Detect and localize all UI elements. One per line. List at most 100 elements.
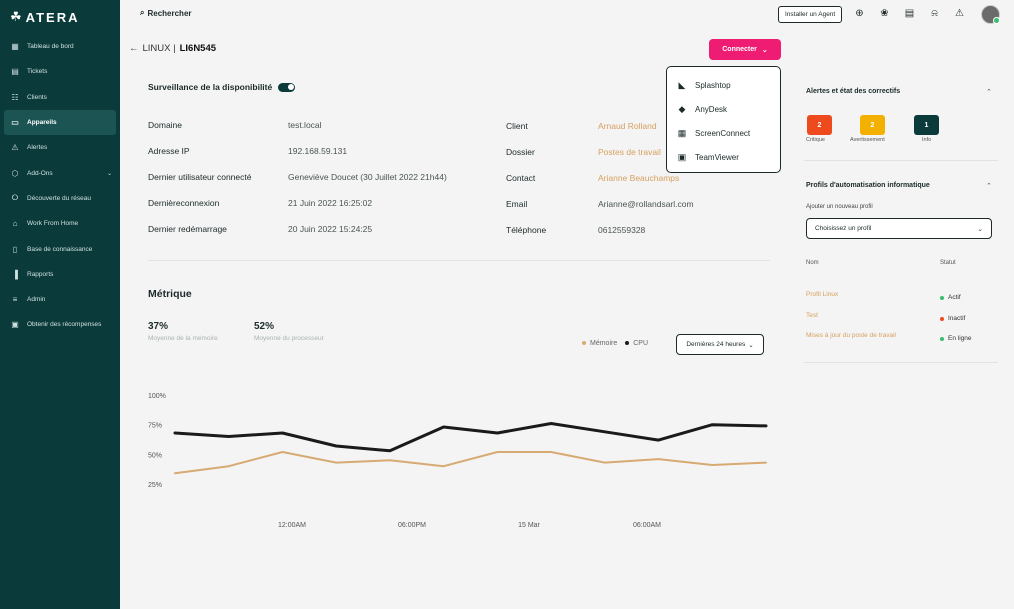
column-header-status: Statut xyxy=(940,260,956,266)
sidebar-item-clients[interactable]: ☷ Clients xyxy=(11,92,47,102)
info-label-domain: Domaine xyxy=(148,120,183,130)
lightbulb-icon[interactable]: ❀ xyxy=(880,8,889,19)
info-value-contact[interactable]: Arianne Beauchamps xyxy=(598,173,680,183)
sidebar-item-knowledge-base[interactable]: ▯ Base de connaissance xyxy=(0,236,120,261)
connect-menu: ◣ Splashtop ◆ AnyDesk ▦ ScreenConnect ▣ Team… xyxy=(666,66,781,173)
info-value-last-reboot: 20 Juin 2022 15:24:25 xyxy=(288,224,373,234)
availability-toggle[interactable] xyxy=(278,82,296,92)
info-label-last-login: Dernièreconnexion xyxy=(148,198,220,208)
legend-memory: Mémoire xyxy=(582,340,617,347)
info-value-last-user: Geneviève Doucet (30 Juillet 2022 21h44) xyxy=(288,172,447,182)
y-tick-label: 50% xyxy=(148,452,162,459)
time-range-select[interactable]: Dernières 24 heures ⌄ xyxy=(676,334,764,355)
connect-menu-screenconnect[interactable]: ▦ ScreenConnect xyxy=(677,127,751,138)
warning-icon: ⚠ xyxy=(11,143,19,153)
memory-series-line xyxy=(174,451,767,475)
profile-row-status: Inactif xyxy=(940,315,965,322)
info-label-contact: Contact xyxy=(506,173,536,183)
info-value-email: Arianne@rollandsarl.com xyxy=(598,199,694,209)
info-value-folder[interactable]: Postes de travail xyxy=(598,147,661,157)
badge-info-label: Info xyxy=(922,137,932,143)
info-label-last-user: Dernier utilisateur connecté xyxy=(148,172,252,182)
badge-warning[interactable]: 2 xyxy=(860,115,885,135)
device-name: LI6N545 xyxy=(179,43,217,54)
avatar[interactable] xyxy=(981,5,1000,24)
metrics-chart: 100% 75% 50% 25% 12:00AM 06:00PM 15 Mar 06:00AM xyxy=(148,393,768,529)
chart-icon: ▐ xyxy=(12,269,18,279)
warning-icon[interactable]: ⚠ xyxy=(955,8,964,19)
ticket-icon: ▤ xyxy=(11,67,19,77)
cpu-series-line xyxy=(173,422,768,453)
divider xyxy=(148,260,770,261)
addons-icon: ⬡ xyxy=(11,168,19,178)
profile-row-name[interactable]: Mises à jour du poste de travail xyxy=(806,332,896,339)
divider xyxy=(804,362,998,363)
connect-menu-teamviewer[interactable]: ▣ TeamViewer xyxy=(677,151,739,162)
sidebar-item-devices[interactable]: ▭ Appareils xyxy=(4,109,116,136)
cpu-average: 52% Moyenne du processeur xyxy=(254,321,324,342)
badge-info[interactable]: 1 xyxy=(914,115,939,135)
search-input[interactable]: ⌕ Rechercher xyxy=(140,8,192,18)
sidebar-item-rewards[interactable]: ▣ Obtenir des récompenses xyxy=(11,320,102,330)
profile-row-status: En ligne xyxy=(940,335,972,342)
settings-sliders-icon: ≡ xyxy=(12,295,18,305)
chevron-down-icon: ⌄ xyxy=(748,341,754,349)
sidebar-item-network-discovery[interactable]: ⭘ Découverte du réseau xyxy=(11,193,91,203)
metrics-title: Métrique xyxy=(148,288,192,300)
logo-mark-icon: ☘ xyxy=(10,9,22,24)
sidebar: ☘ ATERA ▦ Tableau de bord ▤ Tickets ☷ Clien… xyxy=(0,0,120,609)
badge-warning-label: Avertissement xyxy=(850,137,885,143)
sidebar-item-addons[interactable]: ⬡ Add-Ons ⌄ xyxy=(11,168,113,178)
alerts-panel-title: Alertes et état des correctifs xyxy=(806,88,901,95)
sidebar-item-reports[interactable]: ▐ Rapports xyxy=(0,262,120,287)
connect-menu-splashtop[interactable]: ◣ Splashtop xyxy=(678,79,731,90)
add-icon[interactable]: ⊕ xyxy=(855,8,864,19)
sidebar-item-work-from-home[interactable]: ⌂ Work From Home xyxy=(0,211,120,236)
x-tick-label: 15 Mar xyxy=(518,522,540,529)
profile-select[interactable]: Choisissez un profil ⌄ xyxy=(806,218,992,239)
gift-icon: ▣ xyxy=(11,320,19,330)
profiles-panel-title: Profils d'automatisation informatique xyxy=(806,182,930,189)
sidebar-item-alerts[interactable]: ⚠ Alertes xyxy=(11,143,48,153)
back-arrow-icon: ← xyxy=(129,43,139,54)
sidebar-item-admin[interactable]: ≡ Admin xyxy=(0,287,120,312)
badge-critical-label: Critique xyxy=(806,137,825,143)
add-profile-label: Ajouter un nouveau profil xyxy=(806,204,873,210)
y-tick-label: 100% xyxy=(148,393,166,400)
info-label-client: Client xyxy=(506,121,528,131)
logo-text: ATERA xyxy=(25,9,80,25)
info-value-ip: 192.168.59.131 xyxy=(288,146,348,156)
chevron-down-icon: ⌄ xyxy=(977,225,983,233)
network-icon: ⭘ xyxy=(11,193,19,203)
screenconnect-icon: ▦ xyxy=(677,127,687,138)
sidebar-item-dashboard[interactable]: ▦ Tableau de bord xyxy=(11,42,74,52)
install-agent-button[interactable]: Installer un Agent xyxy=(778,6,843,23)
notes-icon[interactable]: ▤ xyxy=(904,8,915,19)
profile-row-name[interactable]: Test xyxy=(806,312,818,319)
profile-row-status: Actif xyxy=(940,294,961,301)
chart-legend: Mémoire CPU xyxy=(582,340,648,347)
badge-critical[interactable]: 2 xyxy=(807,115,832,135)
clients-icon: ☷ xyxy=(11,92,19,102)
y-tick-label: 75% xyxy=(148,423,162,430)
chevron-up-icon[interactable]: ⌃ xyxy=(986,89,992,96)
chevron-down-icon: ⌄ xyxy=(106,170,112,177)
sidebar-item-tickets[interactable]: ▤ Tickets xyxy=(11,67,48,77)
profile-row-name[interactable]: Profil Linux xyxy=(806,291,839,298)
chevron-up-icon[interactable]: ⌃ xyxy=(986,183,992,190)
sidebar-nav: ▦ Tableau de bord ▤ Tickets ☷ Clients ▭ Appa… xyxy=(0,34,120,338)
divider xyxy=(804,160,998,161)
connect-menu-anydesk[interactable]: ◆ AnyDesk xyxy=(678,103,728,114)
info-value-last-login: 21 Juin 2022 16:25:02 xyxy=(288,198,373,208)
breadcrumb[interactable]: ← LINUX | LI6N545 xyxy=(129,43,216,54)
monitor-icon: ▭ xyxy=(11,118,19,128)
home-icon: ⌂ xyxy=(12,219,18,229)
atera-logo[interactable]: ☘ ATERA xyxy=(0,0,120,34)
search-icon: ⌕ xyxy=(140,8,145,17)
x-tick-label: 12:00AM xyxy=(278,522,306,529)
y-tick-label: 25% xyxy=(148,482,162,489)
info-value-domain: test.local xyxy=(288,120,322,130)
info-value-client[interactable]: Arnaud Rolland xyxy=(598,121,657,131)
bell-icon[interactable]: ⍾ xyxy=(931,8,938,19)
connect-button[interactable]: Connecter ⌄ xyxy=(709,39,781,60)
